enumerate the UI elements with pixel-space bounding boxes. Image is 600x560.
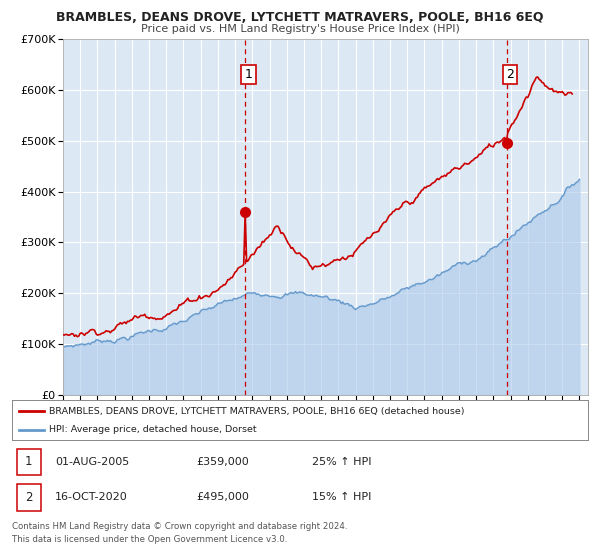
Text: This data is licensed under the Open Government Licence v3.0.: This data is licensed under the Open Gov… — [12, 535, 287, 544]
Text: 01-AUG-2005: 01-AUG-2005 — [55, 457, 130, 467]
Text: BRAMBLES, DEANS DROVE, LYTCHETT MATRAVERS, POOLE, BH16 6EQ: BRAMBLES, DEANS DROVE, LYTCHETT MATRAVER… — [56, 11, 544, 24]
Text: 2: 2 — [25, 491, 32, 504]
Text: £495,000: £495,000 — [196, 492, 249, 502]
Text: BRAMBLES, DEANS DROVE, LYTCHETT MATRAVERS, POOLE, BH16 6EQ (detached house): BRAMBLES, DEANS DROVE, LYTCHETT MATRAVER… — [49, 407, 465, 416]
Text: HPI: Average price, detached house, Dorset: HPI: Average price, detached house, Dors… — [49, 425, 257, 435]
FancyBboxPatch shape — [17, 484, 41, 511]
Text: Contains HM Land Registry data © Crown copyright and database right 2024.: Contains HM Land Registry data © Crown c… — [12, 522, 347, 531]
FancyBboxPatch shape — [17, 449, 41, 475]
Text: 25% ↑ HPI: 25% ↑ HPI — [311, 457, 371, 467]
Text: £359,000: £359,000 — [196, 457, 249, 467]
Text: 1: 1 — [25, 455, 32, 468]
Text: 15% ↑ HPI: 15% ↑ HPI — [311, 492, 371, 502]
Text: 2: 2 — [506, 68, 514, 81]
Text: Price paid vs. HM Land Registry's House Price Index (HPI): Price paid vs. HM Land Registry's House … — [140, 24, 460, 34]
Text: 1: 1 — [245, 68, 253, 81]
Text: 16-OCT-2020: 16-OCT-2020 — [55, 492, 128, 502]
